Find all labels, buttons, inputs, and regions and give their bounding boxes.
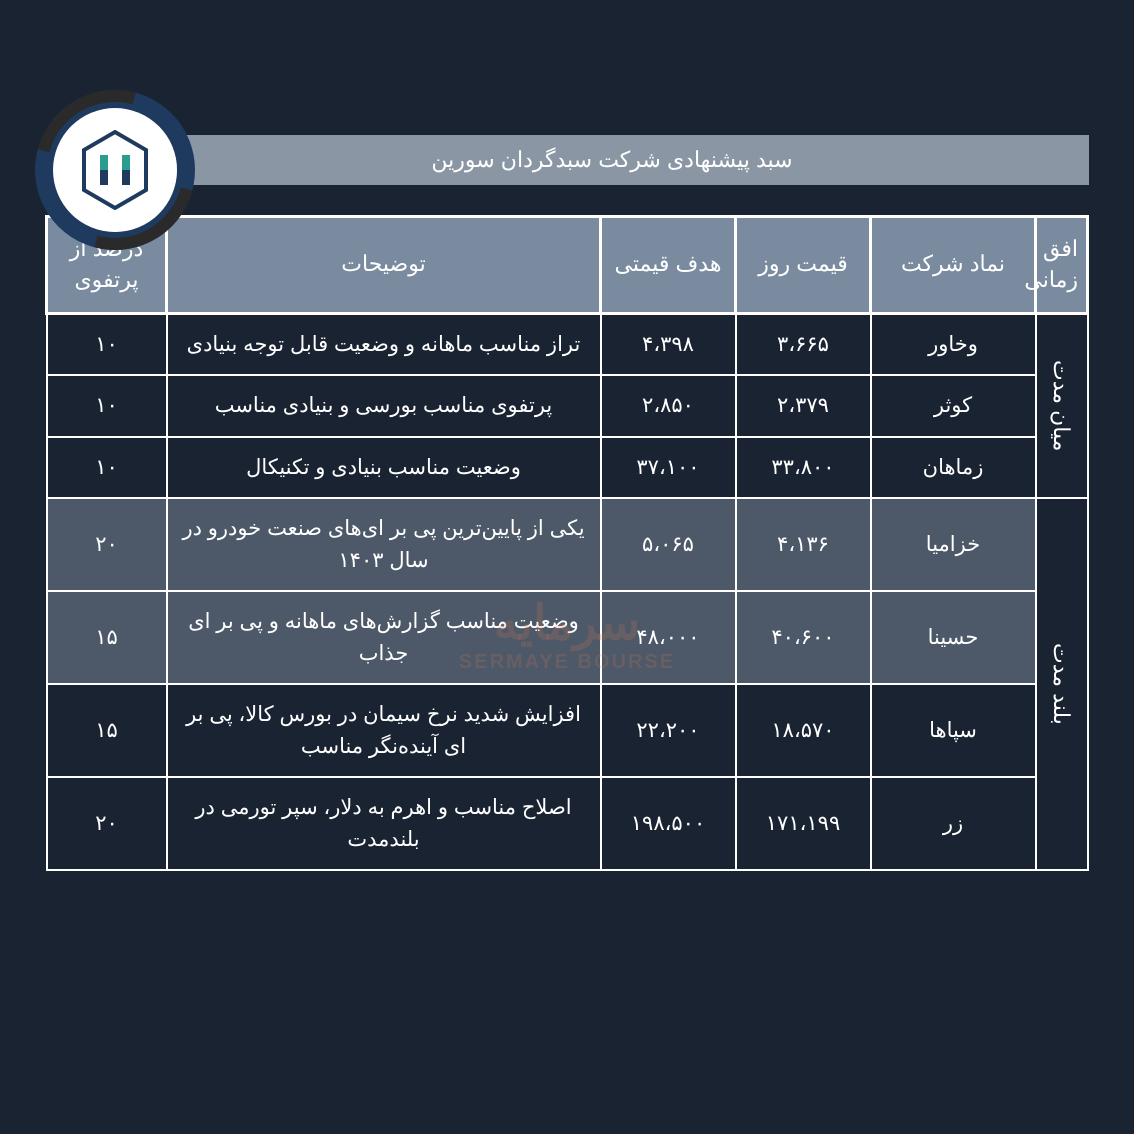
cell-desc: پرتفوی مناسب بورسی و بنیادی مناسب: [167, 375, 601, 437]
col-header-price: قیمت روز: [736, 217, 871, 314]
cell-desc: یکی از پایین‌ترین پی بر ای‌های صنعت خودر…: [167, 498, 601, 591]
cell-pct: ۲۰: [47, 777, 167, 870]
table-row: میان مدت وخاور ۳،۶۶۵ ۴،۳۹۸ تراز مناسب ما…: [47, 313, 1088, 375]
cell-target: ۳۷،۱۰۰: [601, 437, 736, 499]
cell-target: ۲،۸۵۰: [601, 375, 736, 437]
cell-pct: ۲۰: [47, 498, 167, 591]
cell-target: ۵،۰۶۵: [601, 498, 736, 591]
cell-desc: وضعیت مناسب گزارش‌های ماهانه و پی بر ای …: [167, 591, 601, 684]
cell-symbol: حسینا: [871, 591, 1036, 684]
cell-desc: اصلاح مناسب و اهرم به دلار، سپر تورمی در…: [167, 777, 601, 870]
portfolio-container: سبد پیشنهادی شرکت سبدگردان سورین سرمایه …: [45, 135, 1089, 871]
table-header-row: افق زمانی نماد شرکت قیمت روز هدف قیمتی ت…: [47, 217, 1088, 314]
cell-pct: ۱۰: [47, 437, 167, 499]
cell-symbol: زر: [871, 777, 1036, 870]
cell-pct: ۱۵: [47, 591, 167, 684]
table-row: زر ۱۷۱،۱۹۹ ۱۹۸،۵۰۰ اصلاح مناسب و اهرم به…: [47, 777, 1088, 870]
cell-symbol: خزامیا: [871, 498, 1036, 591]
col-header-horizon: افق زمانی: [1036, 217, 1088, 314]
portfolio-table: افق زمانی نماد شرکت قیمت روز هدف قیمتی ت…: [45, 215, 1089, 871]
cell-symbol: وخاور: [871, 313, 1036, 375]
page-title: سبد پیشنهادی شرکت سبدگردان سورین: [431, 147, 792, 172]
table-row: زماهان ۳۳،۸۰۰ ۳۷،۱۰۰ وضعیت مناسب بنیادی …: [47, 437, 1088, 499]
cell-price: ۴،۱۳۶: [736, 498, 871, 591]
table-row: حسینا ۴۰،۶۰۰ ۴۸،۰۰۰ وضعیت مناسب گزارش‌ها…: [47, 591, 1088, 684]
cell-target: ۴،۳۹۸: [601, 313, 736, 375]
cell-pct: ۱۰: [47, 313, 167, 375]
title-bar: سبد پیشنهادی شرکت سبدگردان سورین: [135, 135, 1089, 185]
cell-desc: وضعیت مناسب بنیادی و تکنیکال: [167, 437, 601, 499]
col-header-target: هدف قیمتی: [601, 217, 736, 314]
horizon-long-cell: بلند مدت: [1036, 498, 1088, 870]
table-row: بلند مدت خزامیا ۴،۱۳۶ ۵،۰۶۵ یکی از پایین…: [47, 498, 1088, 591]
cell-desc: افزایش شدید نرخ سیمان در بورس کالا، پی ب…: [167, 684, 601, 777]
cell-price: ۳۳،۸۰۰: [736, 437, 871, 499]
cell-price: ۳،۶۶۵: [736, 313, 871, 375]
cell-target: ۴۸،۰۰۰: [601, 591, 736, 684]
company-logo: [35, 90, 195, 250]
horizon-mid-cell: میان مدت: [1036, 313, 1088, 498]
cell-price: ۴۰،۶۰۰: [736, 591, 871, 684]
col-header-desc: توضیحات: [167, 217, 601, 314]
cell-desc: تراز مناسب ماهانه و وضعیت قابل توجه بنیا…: [167, 313, 601, 375]
table-row: سپاها ۱۸،۵۷۰ ۲۲،۲۰۰ افزایش شدید نرخ سیما…: [47, 684, 1088, 777]
cell-price: ۱۸،۵۷۰: [736, 684, 871, 777]
logo-inner: [53, 108, 177, 232]
cell-price: ۱۷۱،۱۹۹: [736, 777, 871, 870]
cell-symbol: سپاها: [871, 684, 1036, 777]
cell-target: ۲۲،۲۰۰: [601, 684, 736, 777]
cell-symbol: کوثر: [871, 375, 1036, 437]
logo-hex-icon: [80, 130, 150, 210]
cell-target: ۱۹۸،۵۰۰: [601, 777, 736, 870]
col-header-symbol: نماد شرکت: [871, 217, 1036, 314]
cell-symbol: زماهان: [871, 437, 1036, 499]
table-row: کوثر ۲،۳۷۹ ۲،۸۵۰ پرتفوی مناسب بورسی و بن…: [47, 375, 1088, 437]
cell-price: ۲،۳۷۹: [736, 375, 871, 437]
table-wrapper: سرمایه SERMAYE BOURSE افق زمانی نماد شرک…: [45, 215, 1089, 871]
cell-pct: ۱۰: [47, 375, 167, 437]
cell-pct: ۱۵: [47, 684, 167, 777]
